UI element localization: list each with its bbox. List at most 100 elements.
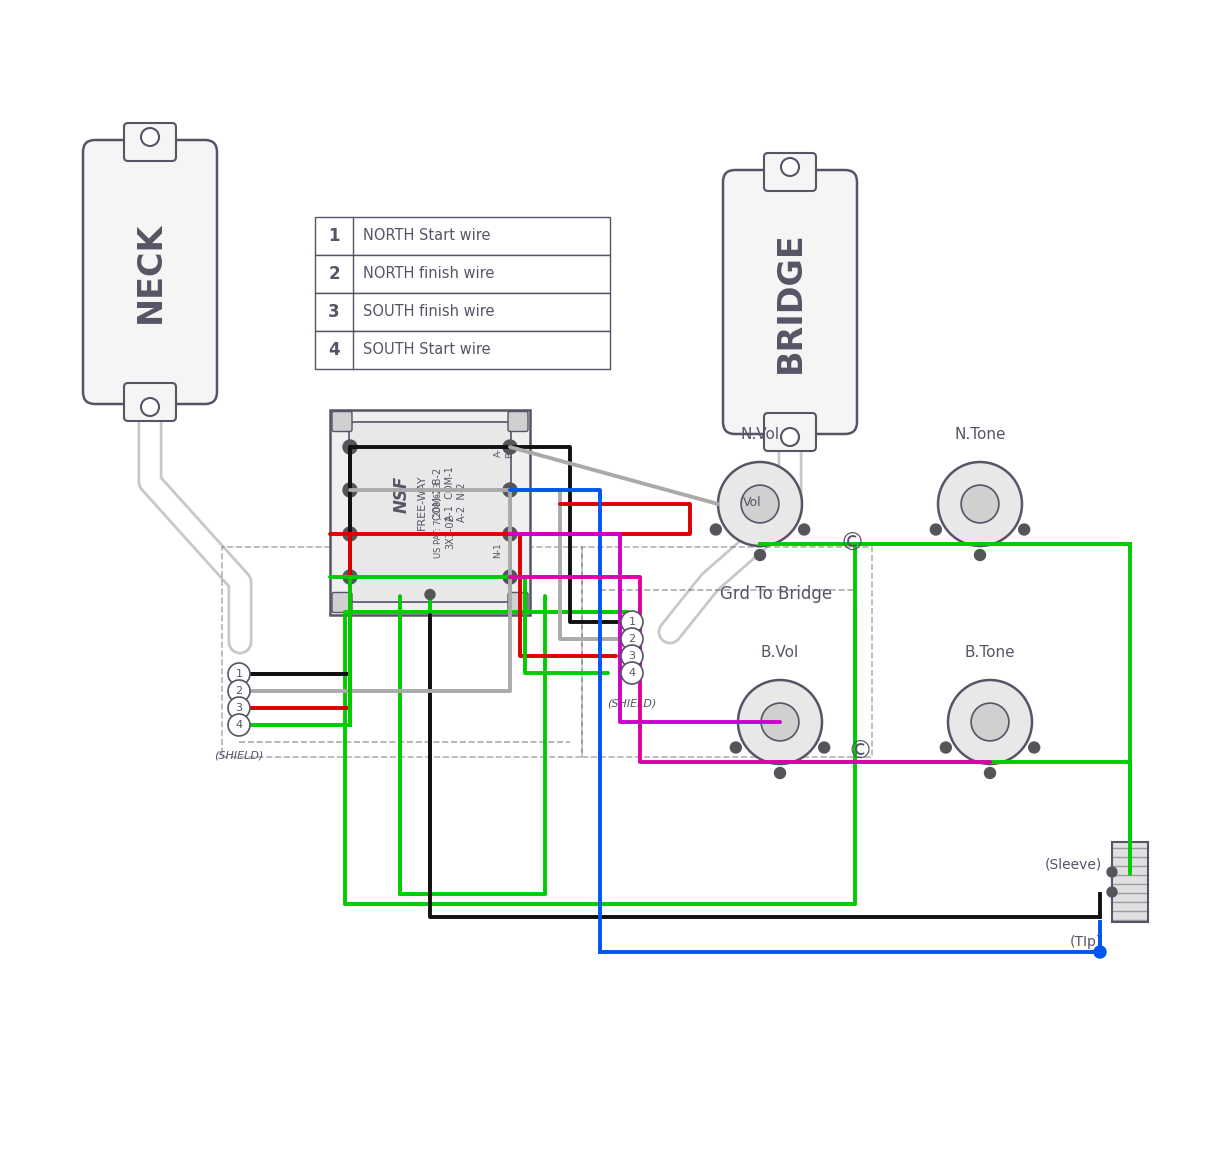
Circle shape <box>799 524 810 535</box>
Circle shape <box>503 526 517 541</box>
Bar <box>330 409 531 614</box>
Bar <box>1112 842 1148 922</box>
Circle shape <box>228 697 250 719</box>
Circle shape <box>141 397 159 416</box>
Text: 1: 1 <box>629 617 635 627</box>
Circle shape <box>818 742 829 753</box>
Circle shape <box>141 128 159 146</box>
Text: COM-2 B-2: COM-2 B-2 <box>433 468 443 520</box>
Text: NECK: NECK <box>134 221 166 323</box>
Text: FREE-WAY: FREE-WAY <box>416 475 427 530</box>
Text: ©: © <box>847 740 873 764</box>
FancyBboxPatch shape <box>124 382 176 420</box>
Circle shape <box>622 628 643 650</box>
FancyBboxPatch shape <box>507 411 528 432</box>
Text: 1: 1 <box>328 227 340 245</box>
Text: (Sleeve): (Sleeve) <box>1045 857 1102 871</box>
Text: (SHIELD): (SHIELD) <box>607 698 657 708</box>
FancyBboxPatch shape <box>764 153 816 191</box>
FancyBboxPatch shape <box>124 123 176 161</box>
Circle shape <box>1107 887 1117 897</box>
Circle shape <box>731 742 742 753</box>
Circle shape <box>1094 946 1106 958</box>
Text: US PAT: 7,208,673: US PAT: 7,208,673 <box>433 482 442 558</box>
Circle shape <box>717 462 802 546</box>
Circle shape <box>1019 524 1029 535</box>
FancyBboxPatch shape <box>507 592 528 613</box>
Circle shape <box>761 703 799 741</box>
Text: 3X3-02: 3X3-02 <box>446 515 455 550</box>
FancyBboxPatch shape <box>724 170 857 434</box>
Text: SOUTH Start wire: SOUTH Start wire <box>363 342 490 357</box>
Circle shape <box>344 526 357 541</box>
FancyBboxPatch shape <box>348 422 511 602</box>
Circle shape <box>961 485 999 523</box>
Circle shape <box>985 767 995 779</box>
Circle shape <box>710 524 721 535</box>
Text: Vol: Vol <box>743 495 761 508</box>
Circle shape <box>503 483 517 497</box>
Circle shape <box>228 664 250 685</box>
Circle shape <box>781 158 799 176</box>
Bar <box>222 547 582 757</box>
Circle shape <box>622 611 643 632</box>
Circle shape <box>503 440 517 454</box>
Text: 2: 2 <box>629 634 636 644</box>
Circle shape <box>1107 867 1117 877</box>
Text: A-1: A-1 <box>494 442 503 457</box>
Circle shape <box>975 550 986 561</box>
Circle shape <box>622 645 643 667</box>
Circle shape <box>941 742 952 753</box>
Text: (SHIELD): (SHIELD) <box>215 750 263 760</box>
Bar <box>314 217 609 255</box>
Circle shape <box>228 714 250 736</box>
Bar <box>582 547 872 757</box>
Circle shape <box>228 680 250 702</box>
Circle shape <box>775 767 785 779</box>
Text: 4: 4 <box>328 341 340 359</box>
Text: NORTH Start wire: NORTH Start wire <box>363 228 490 243</box>
Text: ©: © <box>839 532 864 556</box>
FancyBboxPatch shape <box>83 141 217 404</box>
Circle shape <box>948 680 1032 764</box>
Circle shape <box>738 680 822 764</box>
FancyBboxPatch shape <box>331 592 352 613</box>
Text: 3: 3 <box>629 651 635 661</box>
Text: 2: 2 <box>328 265 340 283</box>
Circle shape <box>622 662 643 684</box>
Text: 3: 3 <box>236 703 243 713</box>
Circle shape <box>781 429 799 446</box>
Bar <box>314 293 609 331</box>
Text: (TIp): (TIp) <box>1070 935 1102 949</box>
Circle shape <box>938 462 1022 546</box>
Circle shape <box>344 483 357 497</box>
Text: N.Vol: N.Vol <box>741 427 779 442</box>
Text: 3: 3 <box>328 303 340 321</box>
Circle shape <box>754 550 766 561</box>
Circle shape <box>503 570 517 584</box>
Text: NORTH finish wire: NORTH finish wire <box>363 266 494 281</box>
Text: NSF: NSF <box>393 476 412 513</box>
Text: Grd To Bridge: Grd To Bridge <box>720 585 832 602</box>
Text: A-2  N-2: A-2 N-2 <box>456 483 467 522</box>
Bar <box>314 331 609 369</box>
Text: B.Vol: B.Vol <box>761 645 799 660</box>
Text: B-1: B-1 <box>505 442 515 457</box>
Circle shape <box>741 485 779 523</box>
FancyBboxPatch shape <box>331 411 352 432</box>
Text: 4: 4 <box>236 720 243 730</box>
FancyBboxPatch shape <box>764 414 816 450</box>
Text: 2: 2 <box>236 685 243 696</box>
Bar <box>314 255 609 293</box>
Text: N.Tone: N.Tone <box>954 427 1005 442</box>
Circle shape <box>930 524 941 535</box>
Circle shape <box>344 440 357 454</box>
Text: B.Tone: B.Tone <box>965 645 1015 660</box>
Text: N-1: N-1 <box>494 543 503 558</box>
Circle shape <box>344 570 357 584</box>
Text: 1: 1 <box>236 669 243 679</box>
Text: A-1  COM-1: A-1 COM-1 <box>446 467 455 522</box>
Text: SOUTH finish wire: SOUTH finish wire <box>363 304 494 319</box>
Circle shape <box>971 703 1009 741</box>
Circle shape <box>425 590 435 599</box>
